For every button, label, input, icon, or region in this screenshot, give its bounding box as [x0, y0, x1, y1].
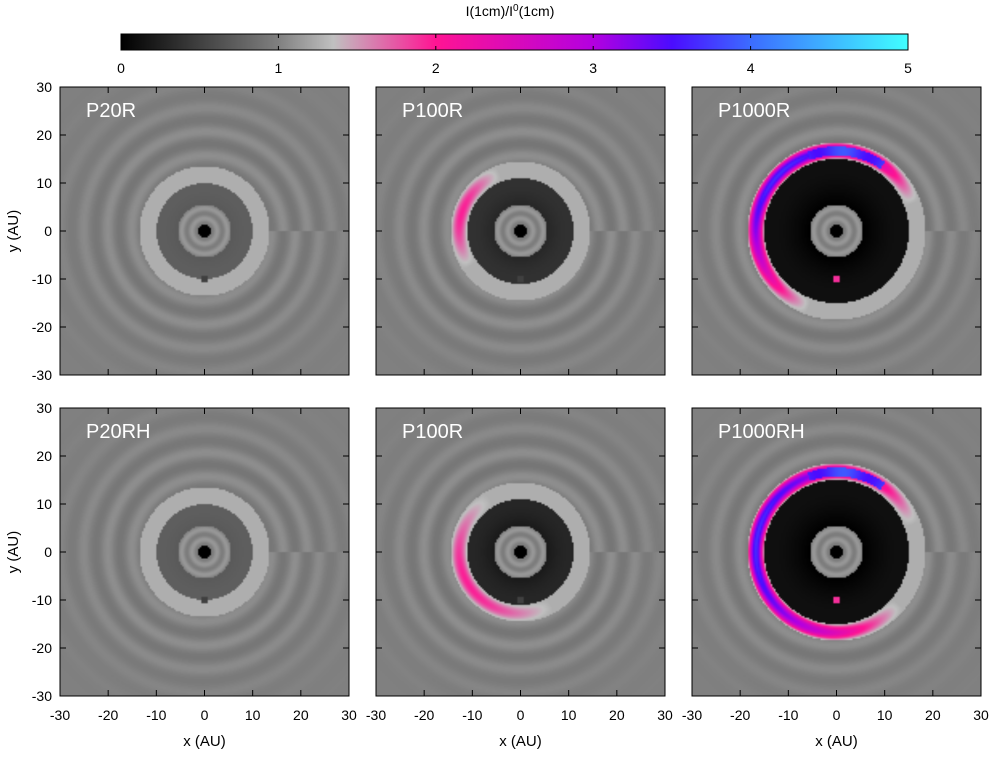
heatmap-image	[60, 87, 349, 375]
x-tick-label: -30	[366, 707, 386, 723]
heatmap-image	[692, 408, 981, 696]
x-tick-label: 0	[833, 707, 841, 723]
panel-label: P20RH	[86, 421, 150, 443]
y-axis-title: y (AU)	[5, 531, 22, 574]
heatmap-image	[376, 87, 665, 375]
y-tick-label: -30	[32, 688, 52, 704]
x-tick-label: 0	[517, 707, 525, 723]
y-tick-label: 10	[36, 175, 52, 191]
colorbar-title-main: I(1cm)/I	[466, 3, 513, 19]
x-tick-label: 30	[657, 707, 673, 723]
x-tick-label: 20	[293, 707, 309, 723]
x-tick-label: -10	[778, 707, 798, 723]
colorbar-tick-label: 1	[275, 60, 283, 76]
colorbar-tick-label: 5	[904, 60, 912, 76]
panel-label: P100R	[402, 421, 463, 443]
x-tick-label: 10	[877, 707, 893, 723]
x-tick-label: -20	[98, 707, 118, 723]
y-tick-label: -10	[32, 271, 52, 287]
panel-5: P1000RH -30 -20 -10 0 10 20 30 x (AU)	[682, 407, 989, 750]
y-tick-label: -20	[32, 319, 52, 335]
y-axis-title: y (AU)	[5, 210, 22, 253]
heatmap-image	[692, 87, 981, 375]
y-tick-label: 0	[44, 223, 52, 239]
colorbar: 0 1 2 3 4 5	[117, 33, 912, 76]
x-tick-label: -30	[50, 707, 70, 723]
panel-1: P100R	[375, 86, 666, 376]
colorbar-title-superscript: 0	[513, 3, 519, 14]
colorbar-tick-label: 3	[589, 60, 597, 76]
y-tick-label: -10	[32, 592, 52, 608]
colorbar-gradient	[120, 33, 909, 51]
panel-0: P20R 30 20 10 0 -10 -20 -30 y (AU)	[5, 79, 350, 383]
heatmap-image	[376, 408, 665, 696]
x-tick-label: 10	[245, 707, 261, 723]
heatmap-image	[60, 408, 349, 696]
panel-3: P20RH 30 20 10 0 -10 -20 -30 y (AU) -30 -20 -10 0 10 2…	[5, 400, 357, 750]
x-tick-label: 10	[561, 707, 577, 723]
x-tick-label: -10	[462, 707, 482, 723]
y-tick-label: 30	[36, 79, 52, 95]
x-tick-label: 30	[341, 707, 357, 723]
y-tick-label: 30	[36, 400, 52, 416]
colorbar-title: I(1cm)/I0(1cm)	[466, 3, 555, 20]
y-tick-label: -30	[32, 367, 52, 383]
colorbar-tick-label: 4	[747, 60, 755, 76]
panel-grid: P20R 30 20 10 0 -10 -20 -30 y (AU) P100R P1000R P20…	[5, 79, 989, 750]
x-axis-title: x (AU)	[499, 733, 542, 750]
x-axis-title: x (AU)	[183, 733, 226, 750]
x-tick-label: 20	[609, 707, 625, 723]
panel-label: P100R	[402, 100, 463, 122]
x-tick-label: -20	[730, 707, 750, 723]
x-tick-label: -20	[414, 707, 434, 723]
y-tick-label: 20	[36, 448, 52, 464]
panel-label: P1000R	[718, 100, 790, 122]
y-tick-label: -20	[32, 640, 52, 656]
x-tick-label: 0	[201, 707, 209, 723]
x-tick-label: 20	[925, 707, 941, 723]
y-tick-label: 10	[36, 496, 52, 512]
x-axis-title: x (AU)	[815, 733, 858, 750]
x-tick-label: 30	[973, 707, 989, 723]
panel-2: P1000R	[691, 86, 982, 376]
panel-label: P1000RH	[718, 421, 805, 443]
colorbar-tick-label: 0	[117, 60, 125, 76]
y-tick-label: 0	[44, 544, 52, 560]
x-tick-label: -10	[146, 707, 166, 723]
x-tick-label: -30	[682, 707, 702, 723]
colorbar-tick-label: 2	[432, 60, 440, 76]
panel-label: P20R	[86, 100, 136, 122]
colorbar-title-suffix: (1cm)	[519, 3, 555, 19]
y-tick-label: 20	[36, 127, 52, 143]
panel-4: P100R -30 -20 -10 0 10 20 30 x (AU)	[366, 407, 673, 750]
